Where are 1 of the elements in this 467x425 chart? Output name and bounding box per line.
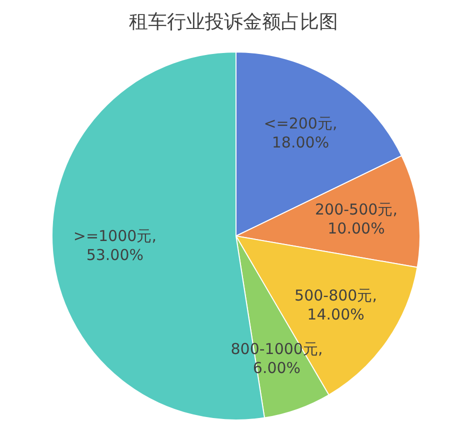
- title: 租车行业投诉金额占比图: [129, 11, 338, 33]
